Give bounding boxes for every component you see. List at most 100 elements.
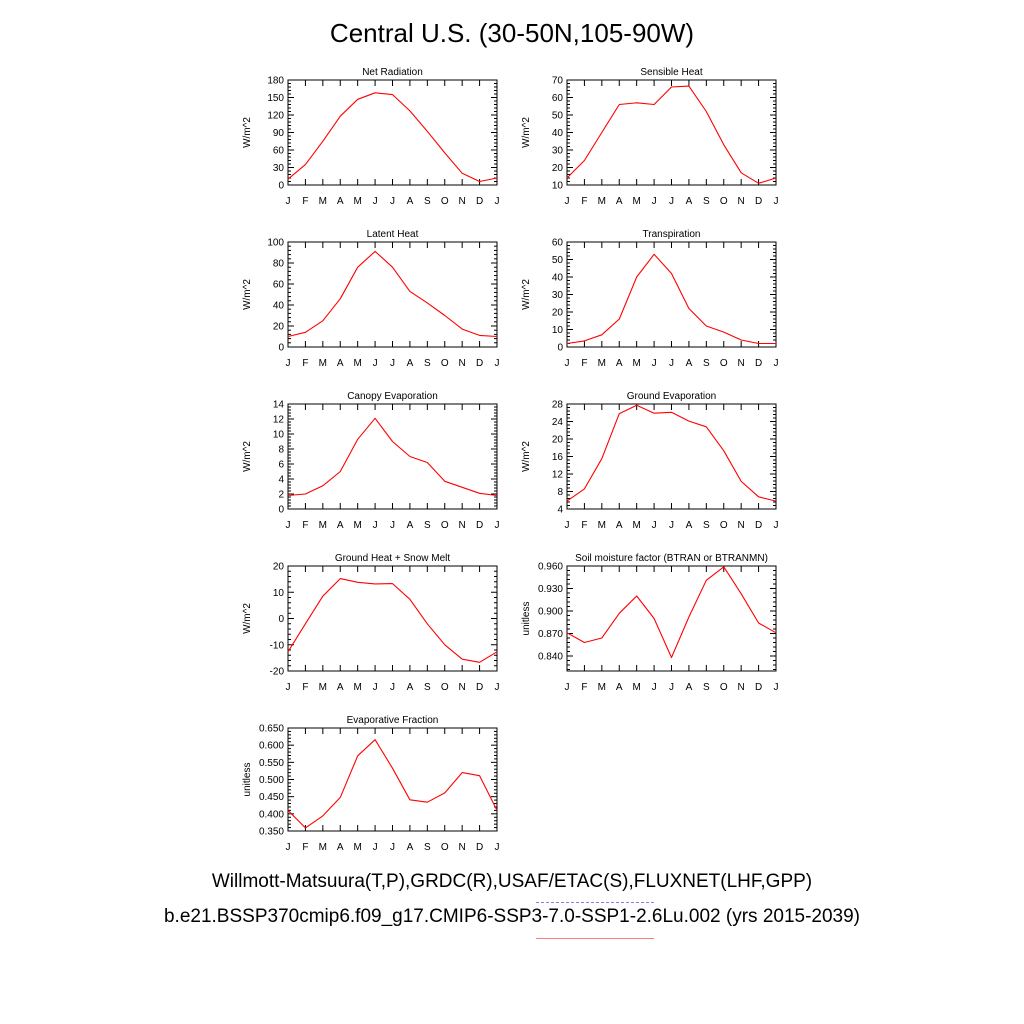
- x-tick-label: F: [302, 682, 308, 693]
- x-tick-label: N: [738, 196, 745, 207]
- y-tick-label: 0.650: [259, 724, 284, 735]
- x-tick-label: J: [390, 682, 395, 693]
- x-tick-label: M: [632, 358, 640, 369]
- x-tick-label: A: [616, 520, 623, 531]
- x-tick-label: S: [424, 196, 431, 207]
- x-tick-label: N: [738, 682, 745, 693]
- x-tick-label: O: [441, 358, 449, 369]
- chart-title: Ground Evaporation: [627, 391, 717, 402]
- series-line: [566, 404, 777, 502]
- x-tick-label: A: [686, 358, 693, 369]
- y-axis-label: W/m^2: [242, 117, 253, 148]
- y-tick-label: 60: [552, 238, 564, 249]
- y-tick-label: 0.500: [259, 775, 284, 786]
- x-tick-label: A: [686, 196, 693, 207]
- x-tick-label: S: [424, 682, 431, 693]
- y-tick-label: 0: [278, 505, 284, 516]
- chart-title: Ground Heat + Snow Melt: [335, 553, 451, 564]
- x-tick-label: O: [441, 196, 449, 207]
- y-tick-label: 0: [278, 614, 284, 625]
- x-tick-label: A: [337, 358, 344, 369]
- x-tick-label: J: [390, 196, 395, 207]
- x-tick-label: J: [652, 358, 657, 369]
- x-tick-label: A: [407, 196, 414, 207]
- x-tick-label: F: [581, 520, 587, 531]
- x-tick-label: J: [565, 196, 570, 207]
- x-tick-label: N: [459, 520, 466, 531]
- x-tick-label: J: [373, 358, 378, 369]
- x-tick-label: A: [616, 682, 623, 693]
- y-tick-label: 20: [273, 562, 285, 573]
- y-tick-label: 6: [278, 460, 284, 471]
- y-tick-label: 0.870: [538, 629, 563, 640]
- series-line: [566, 85, 777, 184]
- plot-frame: [287, 727, 498, 832]
- y-tick-label: 0.450: [259, 792, 284, 803]
- x-tick-label: A: [407, 682, 414, 693]
- y-tick-label: 0.900: [538, 607, 563, 618]
- plot-frame: [566, 565, 777, 672]
- chart-title: Sensible Heat: [640, 67, 702, 78]
- x-tick-label: J: [495, 682, 500, 693]
- y-tick-label: 150: [267, 93, 284, 104]
- y-tick-label: 120: [267, 111, 284, 122]
- x-tick-label: S: [424, 520, 431, 531]
- x-tick-label: S: [703, 358, 710, 369]
- chart-title: Evaporative Fraction: [347, 715, 439, 726]
- y-tick-label: 14: [273, 400, 285, 411]
- plot-frame: [566, 241, 777, 348]
- x-tick-label: M: [319, 520, 327, 531]
- x-tick-label: M: [632, 520, 640, 531]
- x-tick-label: F: [581, 358, 587, 369]
- x-tick-label: F: [581, 196, 587, 207]
- y-tick-label: 0.960: [538, 562, 563, 573]
- x-tick-label: A: [337, 682, 344, 693]
- case-name-caption: b.e21.BSSP370cmip6.f09_g17.CMIP6-SSP3-7.…: [163, 906, 861, 927]
- x-tick-label: N: [459, 842, 466, 853]
- y-axis-label: W/m^2: [521, 441, 532, 472]
- x-tick-label: S: [703, 682, 710, 693]
- plot-frame: [566, 79, 777, 186]
- x-tick-label: J: [565, 682, 570, 693]
- x-tick-label: J: [390, 358, 395, 369]
- x-tick-label: D: [476, 520, 483, 531]
- x-tick-label: N: [738, 358, 745, 369]
- x-tick-label: S: [424, 842, 431, 853]
- x-tick-label: J: [669, 682, 674, 693]
- x-tick-label: A: [407, 842, 414, 853]
- chart-title: Latent Heat: [367, 229, 419, 240]
- x-tick-label: J: [565, 520, 570, 531]
- series-line: [287, 250, 498, 338]
- y-tick-label: 60: [273, 280, 285, 291]
- x-tick-label: D: [476, 682, 483, 693]
- y-tick-label: 40: [552, 128, 564, 139]
- y-tick-label: 10: [273, 430, 285, 441]
- x-tick-label: J: [286, 842, 291, 853]
- x-tick-label: M: [319, 682, 327, 693]
- x-tick-label: J: [390, 520, 395, 531]
- y-axis-label: W/m^2: [242, 603, 253, 634]
- x-tick-label: M: [319, 196, 327, 207]
- x-tick-label: F: [581, 682, 587, 693]
- x-tick-label: J: [652, 682, 657, 693]
- x-tick-label: M: [598, 358, 606, 369]
- y-tick-label: 40: [552, 273, 564, 284]
- x-tick-label: J: [286, 682, 291, 693]
- x-tick-label: J: [286, 196, 291, 207]
- plot-frame: [287, 565, 498, 672]
- y-tick-label: 4: [278, 475, 284, 486]
- series-line: [287, 739, 498, 829]
- x-tick-label: J: [565, 358, 570, 369]
- spellcheck-underline-blue: [536, 902, 654, 903]
- y-tick-label: 100: [267, 238, 284, 249]
- x-tick-label: A: [616, 196, 623, 207]
- x-tick-label: J: [373, 682, 378, 693]
- plot-frame: [287, 79, 498, 186]
- y-axis-label: W/m^2: [521, 279, 532, 310]
- y-tick-label: 0.350: [259, 827, 284, 838]
- x-tick-label: D: [476, 196, 483, 207]
